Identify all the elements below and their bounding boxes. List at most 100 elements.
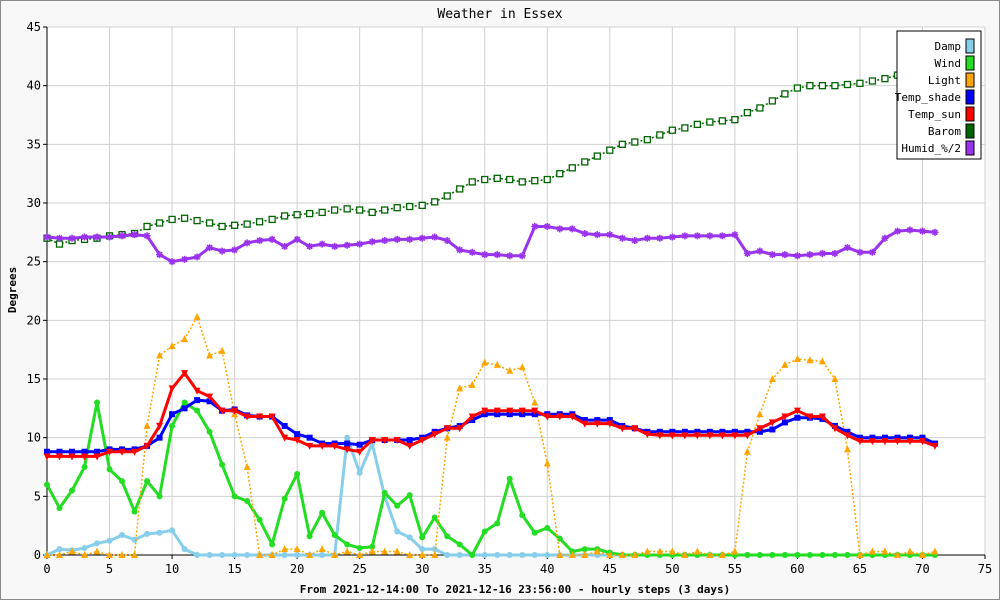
data-point <box>906 547 914 555</box>
data-point <box>144 478 151 485</box>
data-point <box>893 227 901 235</box>
data-point <box>369 543 376 550</box>
data-point <box>206 428 213 435</box>
data-point <box>643 547 651 555</box>
data-point <box>931 228 939 236</box>
data-point <box>718 551 726 558</box>
data-point <box>118 551 126 558</box>
data-point <box>55 240 64 248</box>
data-point <box>331 532 338 539</box>
data-point <box>531 529 538 536</box>
legend-label: Light <box>928 74 961 87</box>
data-point <box>456 552 463 558</box>
data-point <box>281 242 289 250</box>
data-point <box>381 237 389 245</box>
data-point <box>681 428 688 435</box>
legend-swatch <box>965 55 975 71</box>
data-point <box>343 547 351 555</box>
data-point <box>506 552 513 558</box>
data-point <box>556 170 564 178</box>
data-point <box>593 420 601 428</box>
data-point <box>844 428 851 435</box>
data-point <box>419 534 426 541</box>
data-point <box>356 240 364 248</box>
data-point <box>731 116 739 124</box>
data-point <box>43 453 51 461</box>
data-point <box>606 551 614 558</box>
data-point <box>269 541 276 548</box>
data-point <box>719 428 726 435</box>
data-point <box>506 407 514 415</box>
data-point <box>44 448 50 455</box>
data-point <box>343 241 351 249</box>
data-point <box>918 551 926 558</box>
data-point <box>281 495 288 502</box>
data-point <box>831 552 838 558</box>
data-point <box>406 442 414 450</box>
data-point <box>318 240 326 248</box>
data-point <box>281 552 288 558</box>
data-point <box>206 552 213 558</box>
data-point <box>768 251 776 259</box>
data-point <box>219 461 226 468</box>
data-point <box>693 432 701 440</box>
data-point <box>756 410 764 418</box>
legend-swatch <box>965 89 975 105</box>
data-point <box>856 551 864 558</box>
data-point <box>456 541 463 548</box>
data-point <box>931 547 939 555</box>
data-point <box>881 438 889 446</box>
legend-label: Barom <box>928 125 961 138</box>
data-point <box>931 442 939 450</box>
data-point <box>844 552 851 558</box>
data-point <box>769 426 776 433</box>
data-point <box>193 312 201 320</box>
data-point <box>356 206 364 214</box>
data-point <box>155 219 164 227</box>
data-point <box>668 233 676 241</box>
data-point <box>406 202 414 211</box>
data-point <box>169 422 176 429</box>
data-point <box>643 431 651 439</box>
data-point <box>381 206 389 214</box>
data-point <box>418 234 426 242</box>
data-point <box>768 375 776 382</box>
data-point <box>694 428 701 435</box>
data-point <box>81 453 89 461</box>
data-point <box>543 222 551 230</box>
data-point <box>268 235 276 243</box>
data-point <box>356 469 363 476</box>
data-point <box>344 434 351 441</box>
data-point <box>244 498 251 505</box>
data-point <box>169 527 176 534</box>
data-point <box>69 448 76 455</box>
data-point <box>806 356 814 364</box>
data-point <box>368 208 376 217</box>
data-point <box>118 448 126 456</box>
data-point <box>106 466 113 473</box>
data-point <box>656 547 664 555</box>
data-point <box>156 422 164 430</box>
data-point <box>456 384 464 392</box>
data-point <box>356 441 363 448</box>
data-point <box>581 158 589 166</box>
data-point <box>444 552 451 558</box>
data-point <box>93 547 101 555</box>
data-point <box>418 201 426 209</box>
data-point <box>544 552 551 558</box>
data-point <box>843 445 851 453</box>
chart-title: Weather in Essex <box>437 7 562 22</box>
data-point <box>881 547 889 555</box>
data-point <box>831 249 839 257</box>
data-point <box>593 152 601 160</box>
data-point <box>293 545 301 553</box>
data-point <box>119 532 126 539</box>
data-point <box>806 413 814 421</box>
data-point <box>256 551 264 558</box>
y-tick-label: 20 <box>27 313 41 327</box>
data-point <box>131 508 138 515</box>
data-point <box>143 232 151 240</box>
data-point <box>556 413 564 421</box>
data-point <box>318 442 326 450</box>
x-tick-label: 45 <box>603 562 617 576</box>
